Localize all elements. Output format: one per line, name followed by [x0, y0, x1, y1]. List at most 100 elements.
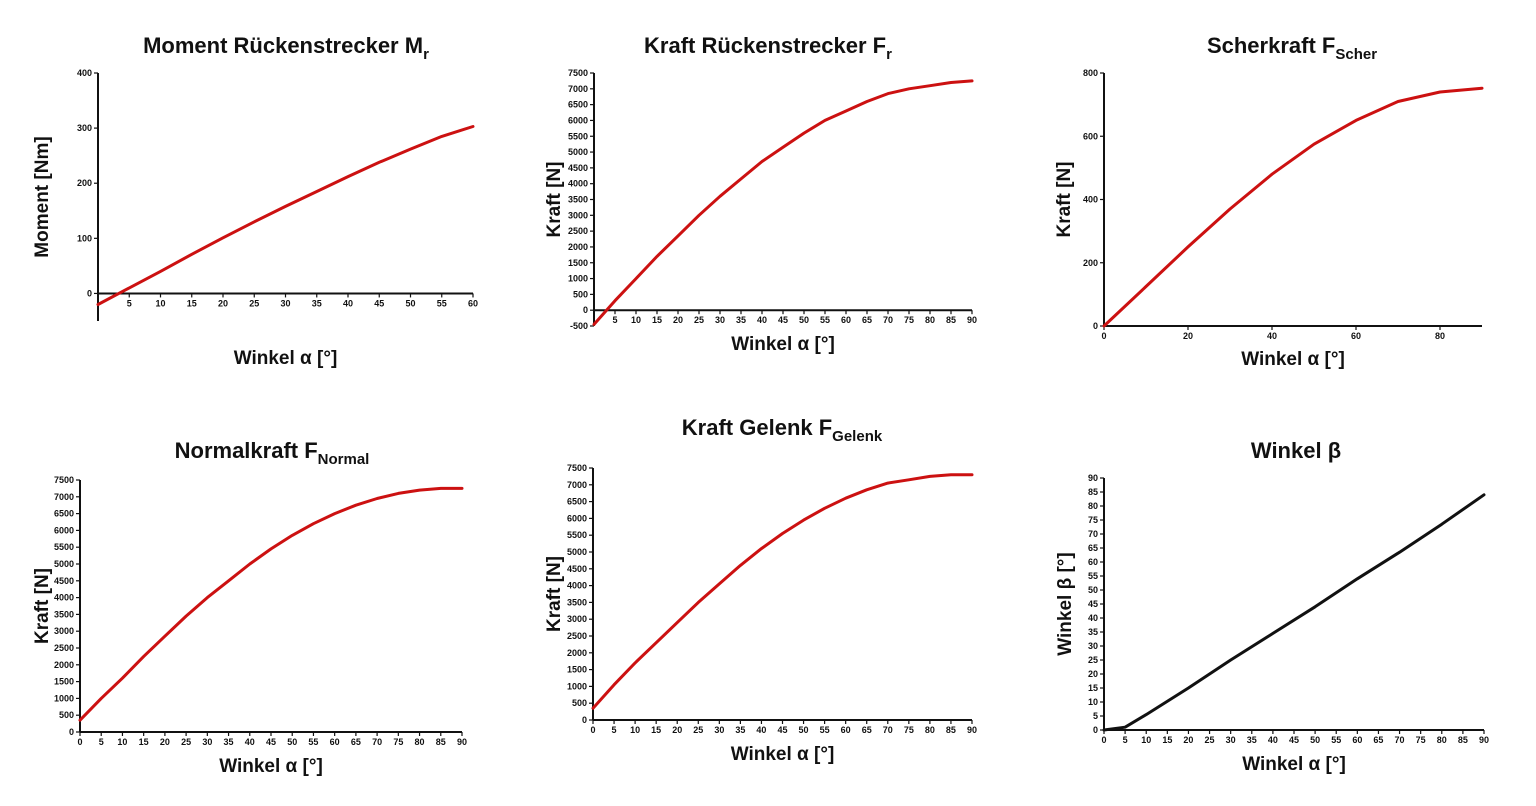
chart-1-x-label: Winkel α [°]: [234, 348, 338, 369]
chart-5-x-tick-label: 85: [946, 725, 956, 735]
chart-4-y-tick-label: 3000: [54, 626, 74, 636]
chart-2-x-tick-label: 70: [883, 315, 893, 325]
chart-6-x-tick-label: 5: [1123, 735, 1128, 745]
chart-4-x-tick-label: 0: [77, 737, 82, 747]
chart-4-y-tick-label: 4500: [54, 576, 74, 586]
chart-5-x-tick-label: 5: [612, 725, 617, 735]
chart-1-x-tick-label: 40: [343, 298, 353, 308]
chart-2-x-tick-label: 80: [925, 315, 935, 325]
chart-4-y-tick-label: 6500: [54, 509, 74, 519]
chart-1-x-tick-label: 45: [374, 298, 384, 308]
chart-6-series-1-line: [1102, 493, 1486, 732]
chart-1-x-tick-label: 55: [437, 298, 447, 308]
chart-5-x-tick-label: 35: [735, 725, 745, 735]
chart-6-y-tick-label: 90: [1088, 473, 1098, 483]
chart-5-y-tick-label: 500: [572, 698, 587, 708]
chart-6-y-tick-label: 20: [1088, 669, 1098, 679]
chart-2-x-tick-label: 45: [778, 315, 788, 325]
chart-4-x-tick-label: 35: [224, 737, 234, 747]
chart-4-x-tick-label: 25: [181, 737, 191, 747]
chart-6-x-tick-label: 75: [1416, 735, 1426, 745]
chart-5-x-tick-label: 30: [714, 725, 724, 735]
chart-4-x-tick-label: 45: [266, 737, 276, 747]
chart-2-y-tick-label: 1000: [568, 274, 588, 284]
chart-5-y-tick-label: 5000: [567, 547, 587, 557]
chart-4-x-tick-label: 60: [330, 737, 340, 747]
chart-1-x-tick-label: 10: [155, 298, 165, 308]
chart-6-x-tick-label: 30: [1226, 735, 1236, 745]
chart-5-x-tick-label: 40: [756, 725, 766, 735]
chart-5-x-tick-label: 65: [862, 725, 872, 735]
chart-5-x-tick-label: 70: [883, 725, 893, 735]
chart-4-x-tick-label: 30: [202, 737, 212, 747]
chart-4-y-tick-label: 2500: [54, 643, 74, 653]
chart-4-x-tick-label: 55: [308, 737, 318, 747]
chart-1-y-tick-label: 0: [87, 288, 92, 298]
chart-5-x-label: Winkel α [°]: [731, 744, 835, 765]
chart-2-x-tick-label: 50: [799, 315, 809, 325]
chart-6-x-tick-label: 70: [1395, 735, 1405, 745]
chart-5-y-tick-label: 1000: [567, 681, 587, 691]
chart-1-x-tick-label: 50: [405, 298, 415, 308]
chart-6-x-tick-label: 10: [1141, 735, 1151, 745]
chart-3-x-tick-label: 0: [1101, 331, 1106, 341]
chart-2-y-tick-label: 4000: [568, 179, 588, 189]
chart-6-x-tick-label: 60: [1352, 735, 1362, 745]
chart-4-y-tick-label: 5500: [54, 542, 74, 552]
chart-6-y-tick-label: 70: [1088, 529, 1098, 539]
chart-2-y-tick-label: 0: [583, 305, 588, 315]
chart-1-x-tick-label: 30: [280, 298, 290, 308]
chart-1-y-tick-label: 400: [77, 68, 92, 78]
chart-4-series-1-line: [78, 486, 464, 722]
chart-1-x-tick-label: 20: [218, 298, 228, 308]
chart-6-x-tick-label: 55: [1331, 735, 1341, 745]
chart-1-y-tick-label: 300: [77, 123, 92, 133]
chart-2-y-tick-label: 3500: [568, 195, 588, 205]
chart-5-x-tick-label: 90: [967, 725, 977, 735]
chart-5-x-tick-label: 0: [590, 725, 595, 735]
chart-4-y-tick-label: 4000: [54, 593, 74, 603]
chart-4-x-tick-label: 10: [117, 737, 127, 747]
chart-3-y-tick-label: 600: [1083, 131, 1098, 141]
chart-4-y-tick-label: 5000: [54, 559, 74, 569]
chart-4-x-tick-label: 90: [457, 737, 467, 747]
chart-1-x-tick-label: 35: [312, 298, 322, 308]
chart-2-x-tick-label: 5: [612, 315, 617, 325]
chart-6-y-tick-label: 30: [1088, 641, 1098, 651]
chart-6-x-tick-label: 40: [1268, 735, 1278, 745]
chart-2-y-tick-label: 7500: [568, 68, 588, 78]
chart-6-y-tick-label: 75: [1088, 515, 1098, 525]
chart-2-y-tick-label: 7000: [568, 84, 588, 94]
chart-4-x-tick-label: 5: [99, 737, 104, 747]
chart-3-x-tick-label: 80: [1435, 331, 1445, 341]
chart-1-y-tick-label: 200: [77, 178, 92, 188]
chart-2-x-label: Winkel α [°]: [731, 334, 835, 355]
chart-6-y-tick-label: 85: [1088, 487, 1098, 497]
chart-3-y-tick-label: 0: [1093, 321, 1098, 331]
chart-1-x-tick-label: 5: [127, 298, 132, 308]
chart-6-x-tick-label: 80: [1437, 735, 1447, 745]
chart-5-y-tick-label: 3000: [567, 614, 587, 624]
chart-6-x-tick-label: 15: [1162, 735, 1172, 745]
chart-2-y-tick-label: -500: [570, 321, 588, 331]
chart-6-y-tick-label: 10: [1088, 697, 1098, 707]
chart-4-x-tick-label: 40: [245, 737, 255, 747]
chart-2-x-tick-label: 55: [820, 315, 830, 325]
chart-5-x-tick-label: 20: [672, 725, 682, 735]
chart-4-y-tick-label: 3500: [54, 609, 74, 619]
chart-4-y-tick-label: 2000: [54, 660, 74, 670]
chart-5-y-tick-label: 6000: [567, 513, 587, 523]
chart-5-y-tick-label: 4500: [567, 564, 587, 574]
chart-2-y-tick-label: 4500: [568, 163, 588, 173]
chart-4-y-tick-label: 7500: [54, 475, 74, 485]
chart-4-y-tick-label: 0: [69, 727, 74, 737]
chart-2-x-tick-label: 85: [946, 315, 956, 325]
chart-1-title: Moment Rückenstrecker Mr: [143, 33, 429, 63]
chart-2-y-tick-label: 2000: [568, 242, 588, 252]
chart-2-y-label: Kraft [N]: [544, 162, 565, 238]
chart-6-x-tick-label: 45: [1289, 735, 1299, 745]
chart-5-x-tick-label: 15: [651, 725, 661, 735]
chart-6-x-tick-label: 50: [1310, 735, 1320, 745]
chart-2-x-tick-label: 25: [694, 315, 704, 325]
